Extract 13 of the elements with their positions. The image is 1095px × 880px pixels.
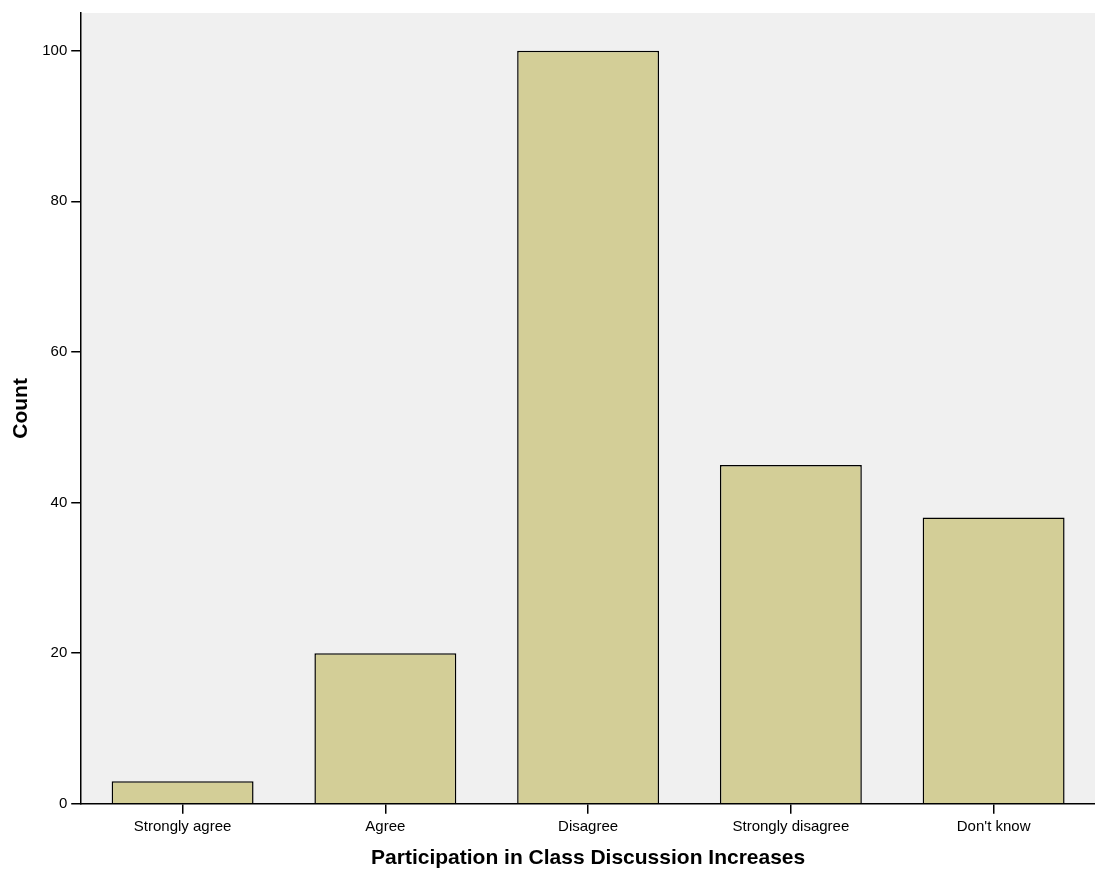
y-axis-title: Count [8, 378, 32, 439]
y-tick-label: 80 [50, 191, 68, 209]
x-tick-label: Strongly agree [133, 816, 232, 834]
x-axis-title: Participation in Class Discussion Increases [371, 845, 806, 869]
y-tick-label: 60 [50, 342, 68, 360]
y-tick-label: 20 [50, 643, 68, 661]
y-tick-label: 0 [58, 793, 68, 811]
x-tick-label: Strongly disagree [732, 816, 850, 834]
x-tick-label: Agree [365, 816, 406, 834]
x-tick-label: Disagree [558, 816, 619, 834]
y-tick-label: 100 [42, 40, 68, 58]
x-tick-label: Don't know [956, 816, 1031, 834]
y-tick-label: 40 [50, 492, 68, 510]
